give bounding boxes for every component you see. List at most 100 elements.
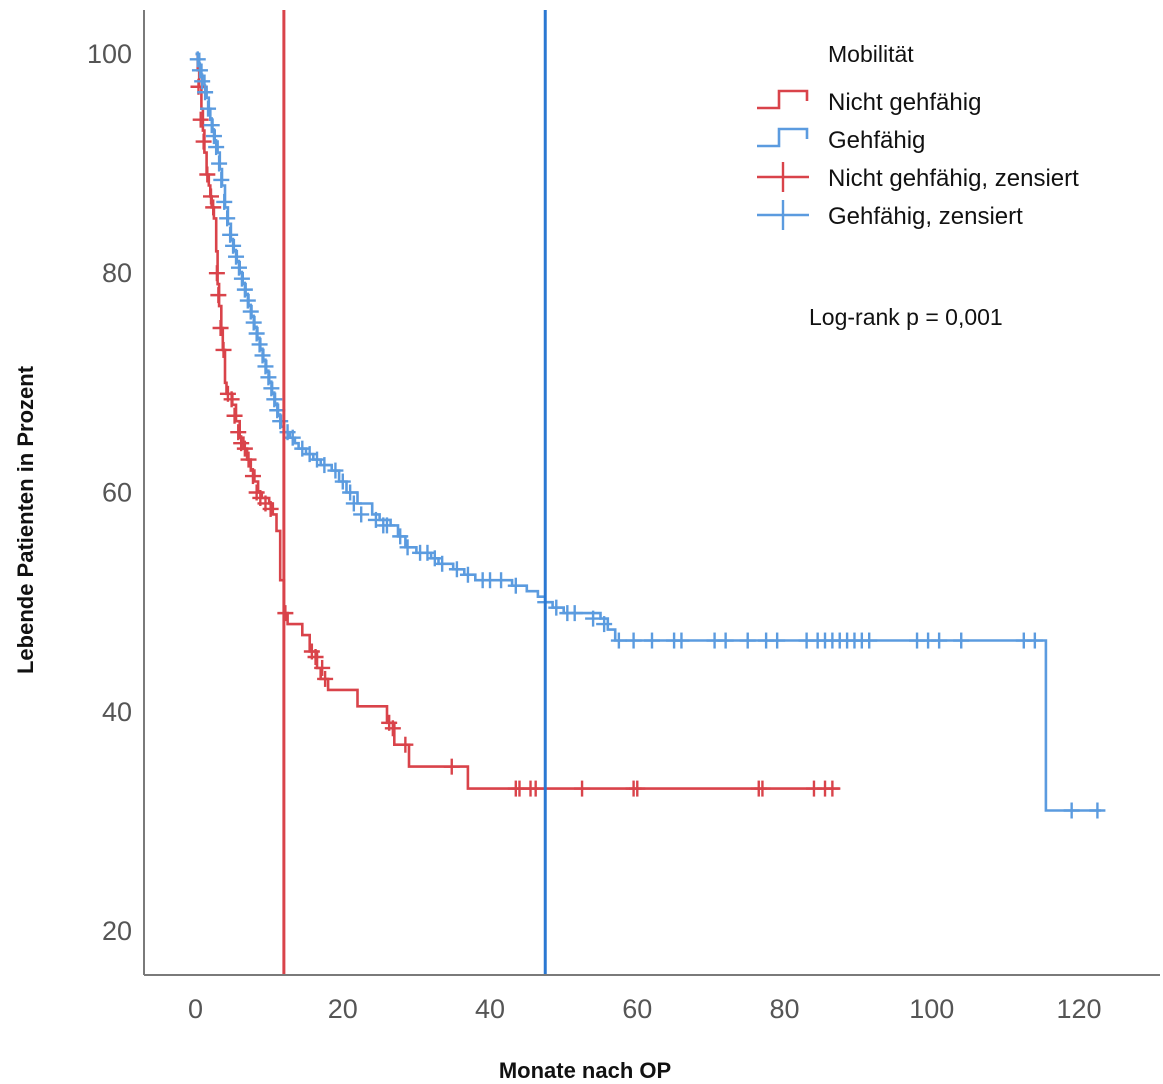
censor-mark-gehf-hig <box>257 358 274 375</box>
censor-mark-gehf-hig <box>585 610 602 627</box>
legend-entry: Nicht gehfähig <box>757 89 981 116</box>
censor-mark-gehf-hig <box>434 555 451 572</box>
censor-mark-gehf-hig <box>272 413 289 430</box>
censor-mark-gehf-hig <box>493 572 510 589</box>
y-axis: 20 40 60 80 100 <box>87 10 145 975</box>
censor-mark-nicht-gehf-hig <box>824 780 841 797</box>
x-tick-label: 0 <box>188 994 203 1024</box>
censor-mark-nicht-gehf-hig <box>205 199 222 216</box>
x-tick-label: 40 <box>475 994 505 1024</box>
censor-mark-gehf-hig <box>194 73 211 90</box>
censor-mark-nicht-gehf-hig <box>223 391 240 408</box>
censor-mark-gehf-hig <box>327 462 344 479</box>
censor-mark-nicht-gehf-hig <box>226 407 243 424</box>
legend-label: Nicht gehfähig <box>828 89 981 116</box>
censor-mark-gehf-hig <box>208 139 225 156</box>
x-tick-label: 120 <box>1056 994 1101 1024</box>
legend-entry: Gehfähig, zensiert <box>757 200 1023 230</box>
censor-mark-nicht-gehf-hig <box>754 780 771 797</box>
censor-mark-gehf-hig <box>251 336 268 353</box>
censor-mark-nicht-gehf-hig <box>202 188 219 205</box>
censor-mark-gehf-hig <box>334 473 351 490</box>
censor-mark-gehf-hig <box>953 632 970 649</box>
censor-mark-gehf-hig <box>222 226 239 243</box>
censor-mark-nicht-gehf-hig <box>629 780 646 797</box>
censor-mark-gehf-hig <box>1089 802 1106 819</box>
censor-mark-nicht-gehf-hig <box>443 758 460 775</box>
censor-mark-gehf-hig <box>266 391 283 408</box>
censor-mark-gehf-hig <box>254 347 271 364</box>
censor-mark-gehf-hig <box>263 380 280 397</box>
censor-mark-gehf-hig <box>260 369 277 386</box>
censor-mark-gehf-hig <box>205 128 222 145</box>
plot-area <box>189 10 1106 975</box>
censor-mark-gehf-hig <box>242 303 259 320</box>
censor-mark-gehf-hig <box>610 632 627 649</box>
censor-mark-nicht-gehf-hig <box>244 468 261 485</box>
censor-mark-nicht-gehf-hig <box>307 648 324 665</box>
censor-mark-gehf-hig <box>625 632 642 649</box>
censor-mark-gehf-hig <box>197 84 214 101</box>
censor-mark-gehf-hig <box>211 155 228 172</box>
censor-mark-gehf-hig <box>228 248 245 265</box>
censor-mark-nicht-gehf-hig <box>212 320 229 337</box>
censor-mark-gehf-hig <box>739 632 756 649</box>
censor-mark-nicht-gehf-hig <box>262 500 279 517</box>
y-tick-label: 60 <box>102 478 132 508</box>
censor-mark-gehf-hig <box>216 193 233 210</box>
legend-swatch-step <box>757 127 809 148</box>
censor-mark-gehf-hig <box>342 484 359 501</box>
censor-mark-nicht-gehf-hig <box>195 133 212 150</box>
censor-mark-nicht-gehf-hig <box>192 111 209 128</box>
censor-mark-gehf-hig <box>284 429 301 446</box>
censor-mark-gehf-hig <box>861 632 878 649</box>
legend-label: Gehfähig <box>828 127 925 154</box>
censor-mark-gehf-hig <box>191 62 208 79</box>
censor-mark-gehf-hig <box>459 566 476 583</box>
legend-title: Mobilität <box>828 41 914 67</box>
censor-mark-gehf-hig <box>769 632 786 649</box>
censor-mark-gehf-hig <box>239 292 256 309</box>
censor-mark-gehf-hig <box>931 632 948 649</box>
censor-mark-gehf-hig <box>233 270 250 287</box>
censor-mark-nicht-gehf-hig <box>397 736 414 753</box>
x-axis: 0 20 40 60 80 100 120 <box>144 974 1160 1024</box>
survival-curve-nicht-gehf-hig <box>195 52 840 790</box>
censor-mark-gehf-hig <box>399 539 416 556</box>
censor-mark-nicht-gehf-hig <box>236 440 253 457</box>
x-axis-title: Monate nach OP <box>499 1058 671 1083</box>
censor-mark-nicht-gehf-hig <box>314 659 331 676</box>
censor-mark-nicht-gehf-hig <box>384 720 401 737</box>
x-tick-label: 100 <box>909 994 954 1024</box>
censor-mark-gehf-hig <box>219 210 236 227</box>
y-tick-label: 40 <box>102 697 132 727</box>
censor-mark-gehf-hig <box>316 457 333 474</box>
censor-mark-nicht-gehf-hig <box>230 424 247 441</box>
legend-entry: Nicht gehfähig, zensiert <box>757 162 1079 192</box>
censor-mark-nicht-gehf-hig <box>317 670 334 687</box>
censor-mark-gehf-hig <box>189 51 206 68</box>
censor-mark-gehf-hig <box>673 632 690 649</box>
censor-mark-gehf-hig <box>345 495 362 512</box>
x-tick-label: 60 <box>622 994 652 1024</box>
censor-mark-gehf-hig <box>392 528 409 545</box>
censor-mark-gehf-hig <box>644 632 660 649</box>
censor-mark-gehf-hig <box>236 281 253 298</box>
censor-mark-gehf-hig <box>248 325 265 342</box>
censor-mark-gehf-hig <box>230 259 247 276</box>
censor-mark-gehf-hig <box>507 577 524 594</box>
censor-mark-nicht-gehf-hig <box>210 287 227 304</box>
legend: Mobilität Nicht gehfähig Gehfähig Nicht ge… <box>757 41 1079 230</box>
censor-mark-gehf-hig <box>548 599 565 616</box>
censor-mark-nicht-gehf-hig <box>574 780 591 797</box>
censor-mark-gehf-hig <box>448 561 465 578</box>
censor-mark-gehf-hig <box>203 117 220 134</box>
censor-mark-nicht-gehf-hig <box>527 780 544 797</box>
legend-entry: Gehfähig <box>757 127 925 154</box>
censor-mark-nicht-gehf-hig <box>208 265 225 282</box>
x-tick-label: 20 <box>328 994 358 1024</box>
censor-mark-gehf-hig <box>378 517 395 534</box>
censor-mark-gehf-hig <box>566 605 583 622</box>
censor-mark-gehf-hig <box>717 632 734 649</box>
